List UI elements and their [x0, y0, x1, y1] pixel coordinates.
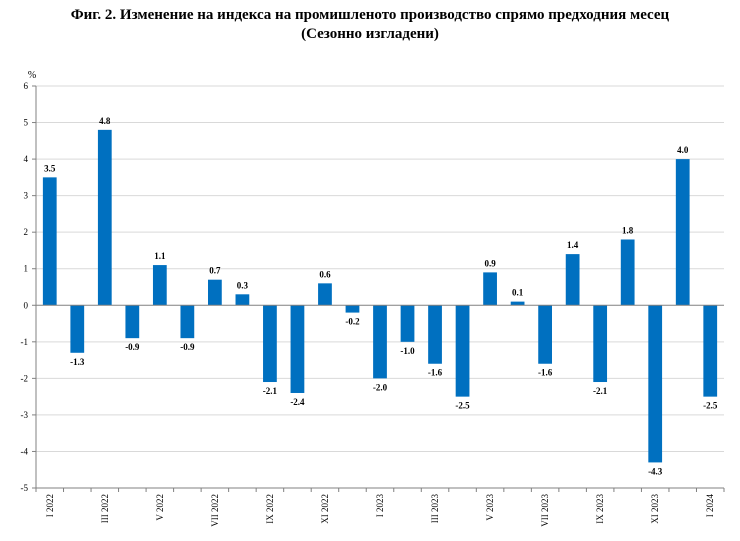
- bar: [483, 272, 497, 306]
- bar: [180, 305, 195, 339]
- data-label: -0.2: [345, 317, 360, 327]
- y-tick-label: 1: [24, 264, 29, 274]
- bar: [648, 305, 663, 463]
- y-tick-label: -2: [21, 373, 29, 383]
- y-axis-unit-label: %: [28, 70, 36, 81]
- x-tick-label: V 2022: [155, 494, 165, 521]
- y-tick-label: 0: [24, 300, 29, 310]
- x-tick-label: I 2022: [45, 494, 55, 517]
- data-label: 0.6: [319, 269, 331, 279]
- x-tick-label: VII 2022: [210, 494, 220, 527]
- data-label: -2.0: [373, 382, 388, 392]
- x-tick-label: I 2024: [705, 494, 715, 518]
- y-tick-label: 5: [24, 118, 29, 128]
- y-tick-label: -3: [21, 410, 29, 420]
- bar: [428, 305, 442, 364]
- bar: [455, 305, 470, 397]
- bar: [593, 305, 608, 383]
- data-label: -0.9: [180, 342, 195, 352]
- bar: [510, 301, 525, 306]
- y-tick-label: 4: [24, 154, 29, 164]
- bar: [263, 305, 277, 383]
- bar: [345, 305, 360, 313]
- data-label: -1.6: [428, 368, 443, 378]
- bar: [70, 305, 85, 353]
- x-tick-label: I 2023: [375, 494, 385, 518]
- bar: [620, 239, 635, 306]
- chart-title: Фиг. 2. Изменение на индекса на промишле…: [0, 6, 740, 44]
- bar: [400, 305, 415, 342]
- data-label: -1.6: [538, 368, 553, 378]
- bar: [373, 305, 387, 379]
- x-tick-label: III 2022: [100, 494, 110, 523]
- data-label: 0.3: [237, 280, 249, 290]
- data-label: 0.7: [209, 266, 221, 276]
- x-tick-label: XI 2023: [650, 494, 660, 524]
- x-tick-label: III 2023: [430, 494, 440, 524]
- data-label: -4.3: [648, 466, 663, 476]
- chart-title-line2: (Сезонно изгладени): [301, 26, 439, 42]
- x-tick-label: IX 2023: [595, 494, 605, 524]
- bar: [125, 305, 140, 339]
- chart-title-line1: Фиг. 2. Изменение на индекса на промишле…: [70, 7, 670, 23]
- y-tick-label: -1: [21, 337, 29, 347]
- y-tick-label: 2: [24, 227, 29, 237]
- data-label: 1.4: [567, 240, 579, 250]
- x-tick-label: V 2023: [485, 494, 495, 521]
- data-label: 4.0: [677, 145, 689, 155]
- data-label: -2.5: [455, 401, 470, 411]
- x-tick-label: XI 2022: [320, 494, 330, 524]
- data-label: 4.8: [99, 116, 111, 126]
- y-tick-label: -4: [21, 446, 29, 456]
- data-label: 0.9: [484, 258, 496, 268]
- bar: [675, 159, 690, 306]
- data-label: -2.1: [263, 386, 278, 396]
- bar: [703, 305, 718, 397]
- data-label: -1.0: [400, 346, 415, 356]
- bar: [42, 177, 57, 306]
- data-label: 0.1: [512, 288, 524, 298]
- y-tick-label: 6: [24, 81, 29, 91]
- bar: [318, 283, 332, 306]
- bar: [235, 294, 250, 306]
- bar: [565, 254, 580, 306]
- data-label: 1.8: [622, 225, 634, 235]
- bar: [290, 305, 305, 393]
- data-label: 1.1: [154, 251, 166, 261]
- y-tick-label: 3: [24, 191, 29, 201]
- bar: [97, 129, 112, 306]
- bar: [538, 305, 552, 364]
- data-label: -2.5: [703, 401, 718, 411]
- data-label: -1.3: [70, 357, 85, 367]
- data-label: -0.9: [125, 342, 140, 352]
- data-label: 3.5: [44, 163, 56, 173]
- data-label: -2.1: [593, 386, 608, 396]
- x-tick-label: IX 2022: [265, 494, 275, 524]
- y-tick-label: -5: [21, 483, 29, 493]
- data-label: -2.4: [290, 397, 305, 407]
- bar: [208, 279, 222, 306]
- x-tick-label: VII 2023: [540, 494, 550, 527]
- bar: [152, 265, 167, 306]
